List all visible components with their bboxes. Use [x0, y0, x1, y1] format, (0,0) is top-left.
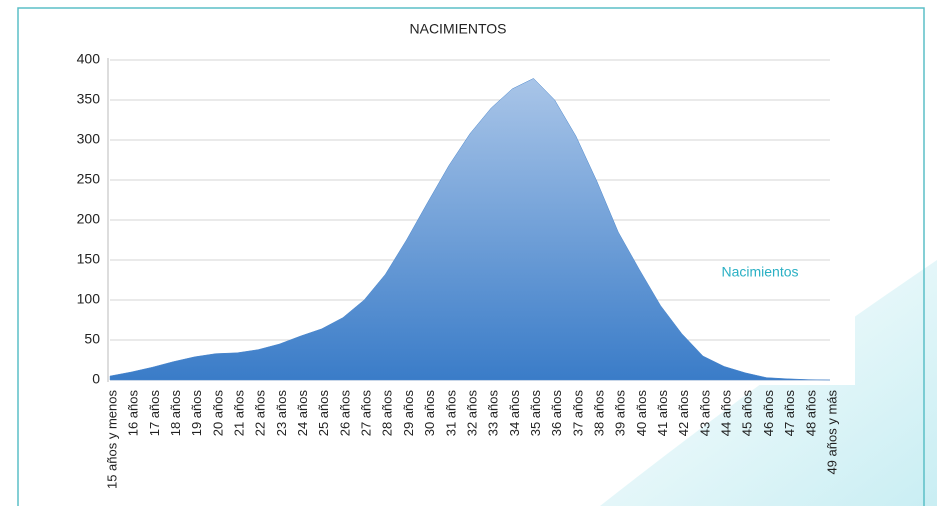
- y-tick-label: 100: [77, 291, 101, 307]
- x-tick-label: 28 años: [380, 390, 395, 437]
- x-tick-label: 31 años: [443, 390, 458, 437]
- x-tick-label: 25 años: [316, 390, 331, 437]
- x-tick-label: 18 años: [168, 390, 183, 437]
- x-tick-label: 41 años: [655, 390, 670, 437]
- x-tick-label: 17 años: [147, 390, 162, 437]
- x-tick-label: 32 años: [464, 390, 479, 437]
- y-tick-label: 350: [77, 91, 101, 107]
- y-tick-label: 0: [92, 371, 100, 387]
- x-tick-label: 16 años: [126, 390, 141, 437]
- x-tick-label: 29 años: [401, 390, 416, 437]
- y-tick-label: 250: [77, 171, 101, 187]
- x-tick-label: 20 años: [210, 390, 225, 437]
- x-tick-label: 33 años: [486, 390, 501, 437]
- x-tick-label: 21 años: [231, 390, 246, 437]
- area: [109, 78, 831, 381]
- x-tick-label: 47 años: [782, 390, 797, 437]
- x-tick-label: 46 años: [761, 390, 776, 437]
- x-tick-label: 15 años y menos: [104, 390, 119, 490]
- x-tick-label: 49 años y más: [824, 390, 839, 475]
- x-tick-label: 26 años: [337, 390, 352, 437]
- x-tick-label: 37 años: [570, 390, 585, 437]
- chart-title: NACIMIENTOS: [410, 21, 507, 37]
- y-tick-label: 300: [77, 131, 101, 147]
- x-tick-label: 43 años: [697, 390, 712, 437]
- x-tick-label: 23 años: [274, 390, 289, 437]
- y-tick-label: 200: [77, 211, 101, 227]
- x-tick-label: 38 años: [591, 390, 606, 437]
- y-tick-label: 50: [84, 331, 100, 347]
- x-tick-label: 35 años: [528, 390, 543, 437]
- x-tick-label: 45 años: [740, 390, 755, 437]
- x-tick-label: 44 años: [719, 390, 734, 437]
- x-tick-label: 22 años: [253, 390, 268, 437]
- x-tick-label: 42 años: [676, 390, 691, 437]
- x-tick-label: 19 años: [189, 390, 204, 437]
- x-tick-label: 48 años: [803, 390, 818, 437]
- x-tick-label: 24 años: [295, 390, 310, 437]
- frame: [17, 7, 925, 506]
- x-tick-label: 27 años: [359, 390, 374, 437]
- y-tick-label: 150: [77, 251, 101, 267]
- x-tick-label: 40 años: [634, 390, 649, 437]
- y-tick-label: 400: [77, 51, 101, 67]
- legend-label: Nacimientos: [721, 264, 798, 280]
- x-tick-label: 39 años: [613, 390, 628, 437]
- x-tick-label: 34 años: [507, 390, 522, 437]
- x-tick-label: 30 años: [422, 390, 437, 437]
- x-tick-label: 36 años: [549, 390, 564, 437]
